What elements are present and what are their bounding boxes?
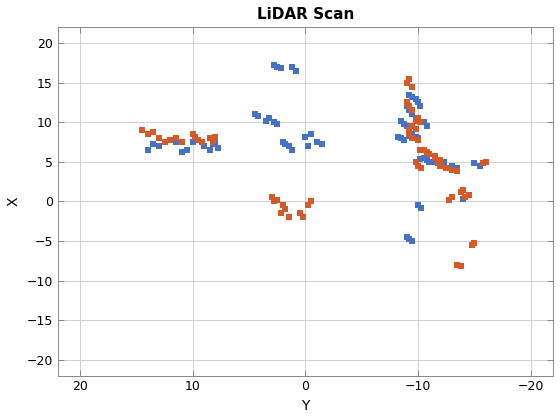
Y-axis label: X: X bbox=[7, 197, 21, 206]
X-axis label: Y: Y bbox=[301, 399, 310, 413]
Title: LiDAR Scan: LiDAR Scan bbox=[256, 7, 354, 22]
